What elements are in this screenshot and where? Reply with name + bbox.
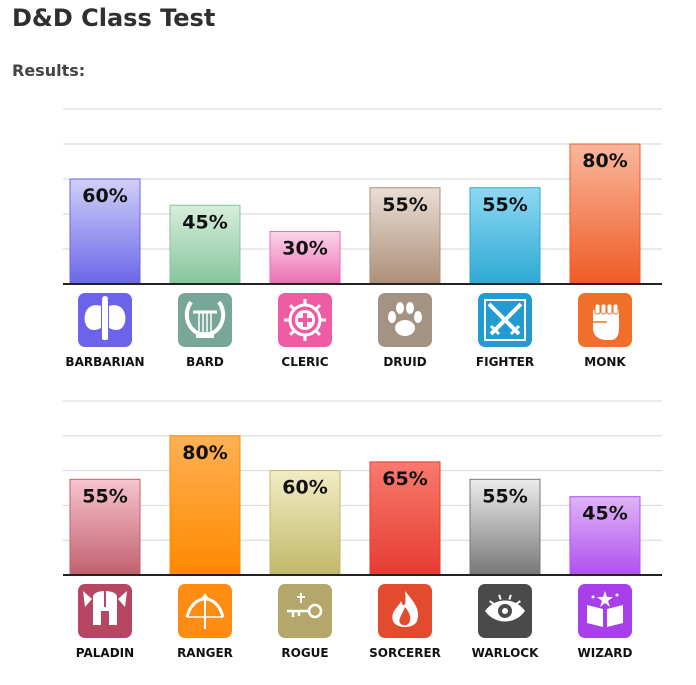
bow-icon	[178, 584, 232, 638]
bar-value-label: 45%	[182, 211, 227, 233]
class-label-paladin: PALADIN	[76, 646, 134, 660]
class-label-fighter: FIGHTER	[476, 355, 534, 369]
class-label-wizard: WIZARD	[578, 646, 633, 660]
bar-value-label: 80%	[182, 442, 227, 464]
bar-value-label: 55%	[482, 194, 527, 216]
bar-monk	[569, 143, 641, 285]
bar-value-label: 80%	[582, 150, 627, 172]
winged-helmet-icon	[78, 584, 132, 638]
class-label-bard: BARD	[186, 355, 224, 369]
class-label-warlock: WARLOCK	[472, 646, 539, 660]
lockpick-icon	[278, 584, 332, 638]
bar-sorcerer	[369, 461, 441, 576]
bar-value-label: 55%	[382, 194, 427, 216]
bar-value-label: 45%	[582, 503, 627, 525]
bar-warlock	[469, 478, 541, 576]
bar-value-label: 55%	[482, 485, 527, 507]
spellbook-icon	[578, 584, 632, 638]
bar-value-label: 60%	[82, 185, 127, 207]
lyre-icon	[178, 293, 232, 347]
bar-cleric	[269, 231, 341, 285]
bar-rogue	[269, 470, 341, 576]
class-label-rogue: ROGUE	[281, 646, 328, 660]
bar-value-label: 65%	[382, 468, 427, 490]
page-title: D&D Class Test	[12, 4, 216, 32]
flame-icon	[378, 584, 432, 638]
class-label-druid: DRUID	[383, 355, 426, 369]
class-label-monk: MONK	[584, 355, 626, 369]
bar-bard	[169, 204, 241, 285]
class-label-ranger: RANGER	[177, 646, 233, 660]
bar-wizard	[569, 496, 641, 576]
bar-value-label: 30%	[282, 238, 327, 260]
results-chart-top-svg: 60% BARBARIAN 45% BARD 30% CLERIC 55% DRUID 55% F…	[63, 108, 662, 369]
fist-icon	[578, 293, 632, 347]
bar-value-label: 55%	[82, 485, 127, 507]
crossed-swords-icon	[478, 293, 532, 347]
paw-icon	[378, 293, 432, 347]
eye-icon	[478, 584, 532, 638]
bar-value-label: 60%	[282, 477, 327, 499]
results-label: Results:	[12, 61, 86, 80]
holy-symbol-icon	[278, 293, 332, 347]
class-label-cleric: CLERIC	[281, 355, 328, 369]
battle-axe-icon	[78, 293, 132, 347]
bar-paladin	[69, 478, 141, 576]
class-label-sorcerer: SORCERER	[369, 646, 441, 660]
bar-druid	[369, 187, 441, 285]
class-label-barbarian: BARBARIAN	[65, 355, 144, 369]
bar-ranger	[169, 435, 241, 576]
